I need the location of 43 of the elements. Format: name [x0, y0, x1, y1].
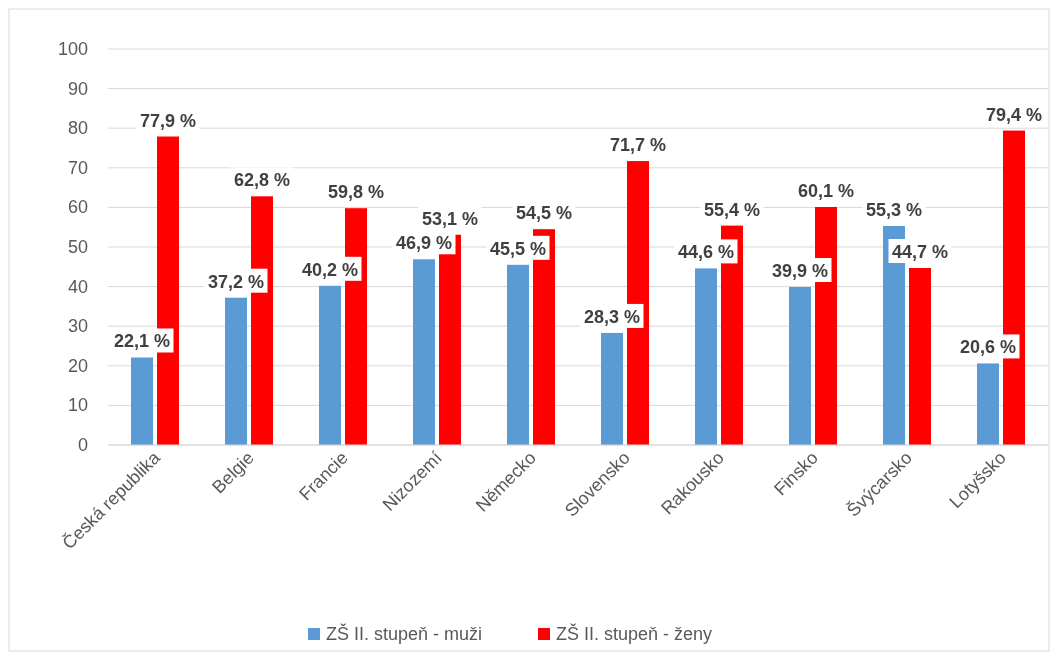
y-tick-label: 40: [67, 276, 88, 297]
y-tick-label: 80: [67, 118, 88, 139]
data-label: 37,2 %: [207, 271, 265, 292]
data-label: 22,1 %: [113, 331, 171, 352]
data-label: 40,2 %: [301, 259, 359, 280]
data-label: 53,1 %: [421, 208, 479, 229]
y-tick-label: 30: [67, 316, 88, 337]
data-label: 28,3 %: [583, 306, 641, 327]
bar: [601, 332, 623, 445]
data-label: 60,1 %: [797, 181, 855, 201]
data-label: 54,5 %: [515, 203, 573, 224]
bar: [695, 268, 717, 445]
legend-label: ZŠ II. stupeň - muži: [326, 623, 483, 644]
bar: [225, 297, 247, 445]
y-tick-label: 60: [67, 197, 88, 218]
y-tick-label: 50: [67, 237, 88, 257]
legend-label: ZŠ II. stupeň - ženy: [556, 623, 713, 644]
bar: [789, 287, 811, 445]
data-label: 59,8 %: [327, 182, 385, 203]
y-tick-label: 20: [67, 355, 88, 376]
y-tick-label: 0: [77, 435, 88, 455]
data-label: 20,6 %: [959, 337, 1017, 358]
y-tick-label: 70: [67, 157, 88, 178]
bar: [319, 285, 341, 445]
data-label: 45,5 %: [489, 238, 547, 259]
data-label: 46,9 %: [395, 233, 453, 254]
bar: [909, 267, 931, 445]
y-tick-label: 10: [67, 395, 88, 416]
bar: [131, 357, 153, 445]
bar: [977, 363, 999, 445]
data-label: 44,6 %: [677, 242, 735, 263]
data-label: 55,3 %: [865, 200, 923, 221]
data-label: 77,9 %: [139, 110, 197, 131]
data-label: 55,4 %: [703, 199, 761, 220]
bar: [507, 264, 529, 445]
data-label: 44,7 %: [891, 241, 949, 262]
bar: [413, 259, 435, 445]
y-tick-label: 100: [57, 39, 88, 59]
data-label: 71,7 %: [609, 135, 667, 156]
y-tick-label: 90: [67, 78, 88, 99]
data-label: 79,4 %: [985, 104, 1043, 125]
data-label: 39,9 %: [771, 261, 829, 281]
data-label: 62,8 %: [233, 170, 291, 191]
